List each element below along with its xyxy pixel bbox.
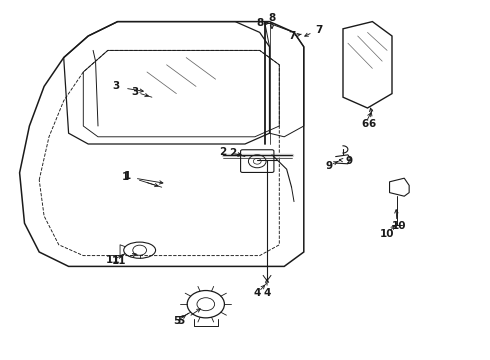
Text: 4: 4 [263, 288, 271, 298]
Text: 5: 5 [173, 316, 180, 327]
Text: 11: 11 [111, 256, 126, 266]
Text: 10: 10 [380, 229, 394, 239]
Text: 10: 10 [392, 221, 407, 231]
Text: 1: 1 [124, 171, 131, 181]
Text: 9: 9 [326, 161, 333, 171]
Text: 8: 8 [269, 13, 275, 23]
Text: 7: 7 [315, 25, 322, 35]
Text: 3: 3 [131, 87, 138, 97]
Text: 9: 9 [345, 156, 352, 166]
Text: 5: 5 [178, 316, 185, 326]
Text: 4: 4 [253, 288, 261, 298]
Text: 6: 6 [369, 119, 376, 129]
Text: 6: 6 [362, 119, 368, 129]
Text: 11: 11 [105, 255, 120, 265]
Text: 7: 7 [288, 31, 295, 41]
Text: 2: 2 [220, 147, 226, 157]
Text: 8: 8 [256, 18, 263, 28]
Text: 1: 1 [122, 172, 128, 182]
Text: 2: 2 [229, 148, 236, 158]
Text: 3: 3 [113, 81, 120, 91]
